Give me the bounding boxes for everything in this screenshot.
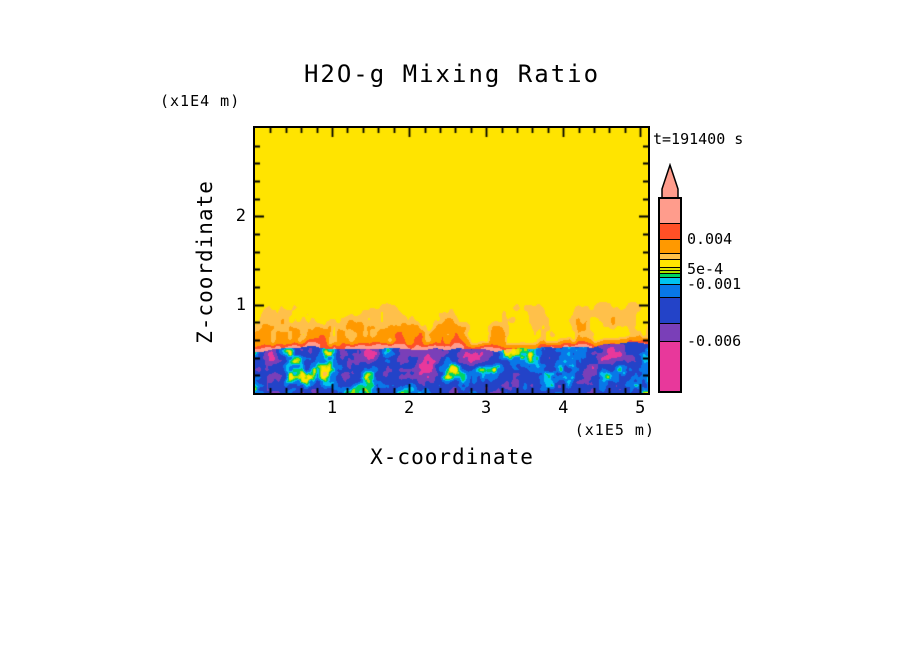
colorbar-segment [660,284,680,297]
colorbar-segment [660,270,680,273]
x-tick-label: 1 [326,398,338,418]
colorbar-segment [660,239,680,253]
colorbar-tick-label: 5e-4 [687,260,724,278]
colorbar-segment [660,297,680,323]
x-tick-label: 3 [481,398,492,418]
heatmap-canvas [255,128,648,393]
x-axis-unit: (x1E5 m) [574,421,655,439]
y-tick-label: 2 [235,206,246,227]
colorbar-arrow [661,163,679,199]
plot-area [253,126,650,395]
colorbar-segment [660,341,680,391]
colorbar [658,197,682,393]
time-label: t=191400 s [653,130,744,148]
colorbar-tick-label: 0.004 [687,230,733,248]
x-axis-label: X-coordinate [370,445,534,469]
colorbar-segment [660,259,680,267]
x-tick-label: 2 [403,398,415,418]
colorbar-segment [660,273,680,277]
colorbar-tick-label: -0.001 [687,275,742,293]
y-axis-label: Z-coordinate [193,180,217,344]
y-axis-unit: (x1E4 m) [160,92,241,110]
colorbar-tick-label: -0.006 [687,332,742,350]
x-tick-label: 5 [635,398,646,418]
x-tick-label: 4 [558,398,569,418]
colorbar-segment [660,253,680,259]
colorbar-segment [660,267,680,270]
plot-title: H2O-g Mixing Ratio [303,60,601,88]
colorbar-segment [660,223,680,239]
colorbar-segment [660,199,680,223]
colorbar-segment [660,277,680,284]
colorbar-segment [660,323,680,341]
y-tick-label: 1 [235,294,246,315]
